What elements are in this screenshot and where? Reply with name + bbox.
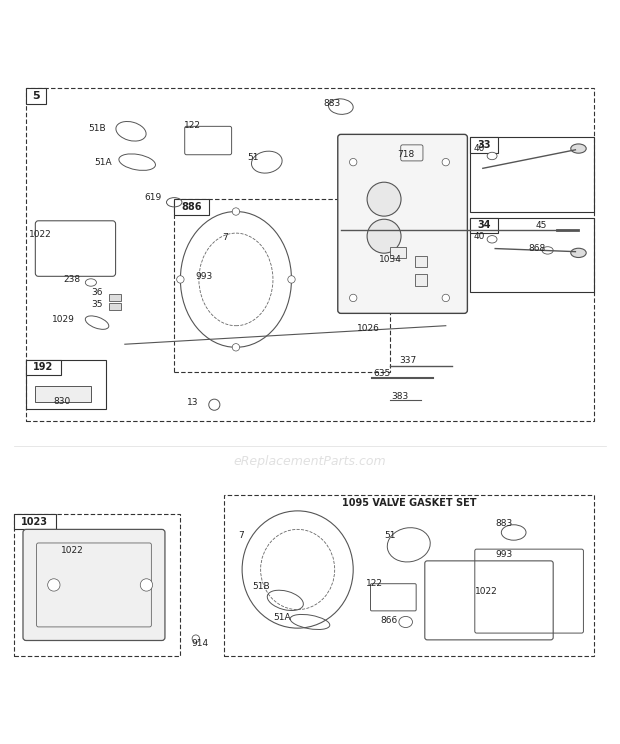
Text: 36: 36	[91, 289, 103, 298]
Text: eReplacementParts.com: eReplacementParts.com	[234, 455, 386, 468]
Text: 1022: 1022	[29, 231, 51, 240]
FancyBboxPatch shape	[471, 218, 498, 233]
Text: 886: 886	[181, 202, 202, 212]
Text: 40: 40	[474, 231, 485, 241]
Ellipse shape	[48, 579, 60, 591]
Ellipse shape	[399, 617, 412, 627]
FancyBboxPatch shape	[338, 135, 467, 313]
Text: 51A: 51A	[273, 613, 291, 622]
Ellipse shape	[177, 276, 184, 283]
Text: 40: 40	[474, 144, 485, 153]
Ellipse shape	[367, 219, 401, 253]
Text: 13: 13	[187, 398, 198, 408]
Ellipse shape	[350, 294, 357, 301]
Text: 7: 7	[222, 233, 228, 242]
Text: 337: 337	[399, 356, 416, 365]
Text: 830: 830	[53, 397, 71, 406]
Text: 883: 883	[496, 519, 513, 527]
Text: 1095 VALVE GASKET SET: 1095 VALVE GASKET SET	[342, 498, 476, 508]
Ellipse shape	[232, 208, 240, 215]
FancyBboxPatch shape	[174, 199, 209, 214]
Text: 718: 718	[397, 150, 414, 159]
Ellipse shape	[542, 247, 553, 254]
Text: 1029: 1029	[51, 315, 74, 324]
Text: 1026: 1026	[357, 324, 380, 333]
FancyBboxPatch shape	[26, 88, 46, 103]
Text: 51B: 51B	[252, 583, 270, 591]
Text: 45: 45	[536, 221, 547, 230]
Ellipse shape	[140, 579, 153, 591]
Text: 1022: 1022	[474, 586, 497, 596]
Bar	[35, 386, 91, 402]
Ellipse shape	[350, 158, 357, 166]
Ellipse shape	[442, 158, 450, 166]
Ellipse shape	[232, 344, 240, 351]
Ellipse shape	[192, 635, 200, 642]
Text: 122: 122	[184, 121, 202, 129]
Text: 635: 635	[374, 369, 391, 378]
Text: 1034: 1034	[379, 254, 402, 263]
Text: 238: 238	[64, 275, 81, 284]
Text: 883: 883	[323, 99, 340, 108]
Ellipse shape	[487, 153, 497, 160]
Text: 192: 192	[33, 362, 53, 372]
Ellipse shape	[367, 182, 401, 217]
Ellipse shape	[288, 276, 295, 283]
Text: 51: 51	[384, 531, 396, 540]
Bar	[415, 256, 427, 267]
Text: 866: 866	[381, 615, 397, 625]
Ellipse shape	[571, 144, 586, 153]
Ellipse shape	[571, 248, 586, 257]
Text: 33: 33	[477, 140, 491, 150]
Text: 5: 5	[32, 91, 40, 100]
Text: 993: 993	[496, 550, 513, 559]
Text: 619: 619	[144, 193, 161, 202]
FancyBboxPatch shape	[471, 138, 498, 153]
Text: 914: 914	[191, 639, 208, 648]
FancyBboxPatch shape	[23, 530, 165, 641]
FancyBboxPatch shape	[14, 514, 56, 530]
FancyBboxPatch shape	[26, 359, 61, 375]
Text: 51A: 51A	[94, 158, 112, 167]
Text: 51B: 51B	[88, 124, 106, 132]
Text: 993: 993	[195, 272, 213, 280]
Ellipse shape	[442, 294, 450, 301]
Text: 868: 868	[528, 244, 545, 253]
Text: 122: 122	[366, 579, 383, 588]
Text: 34: 34	[477, 220, 491, 231]
Bar	[415, 275, 427, 286]
Text: 1022: 1022	[61, 547, 84, 556]
Text: 35: 35	[91, 300, 103, 309]
Ellipse shape	[487, 236, 497, 243]
Bar	[390, 247, 405, 258]
Text: 7: 7	[238, 531, 244, 540]
Bar	[109, 294, 120, 301]
Bar	[109, 303, 120, 310]
Text: 51: 51	[247, 153, 259, 161]
Text: 1023: 1023	[21, 516, 48, 527]
Text: 383: 383	[391, 392, 409, 401]
